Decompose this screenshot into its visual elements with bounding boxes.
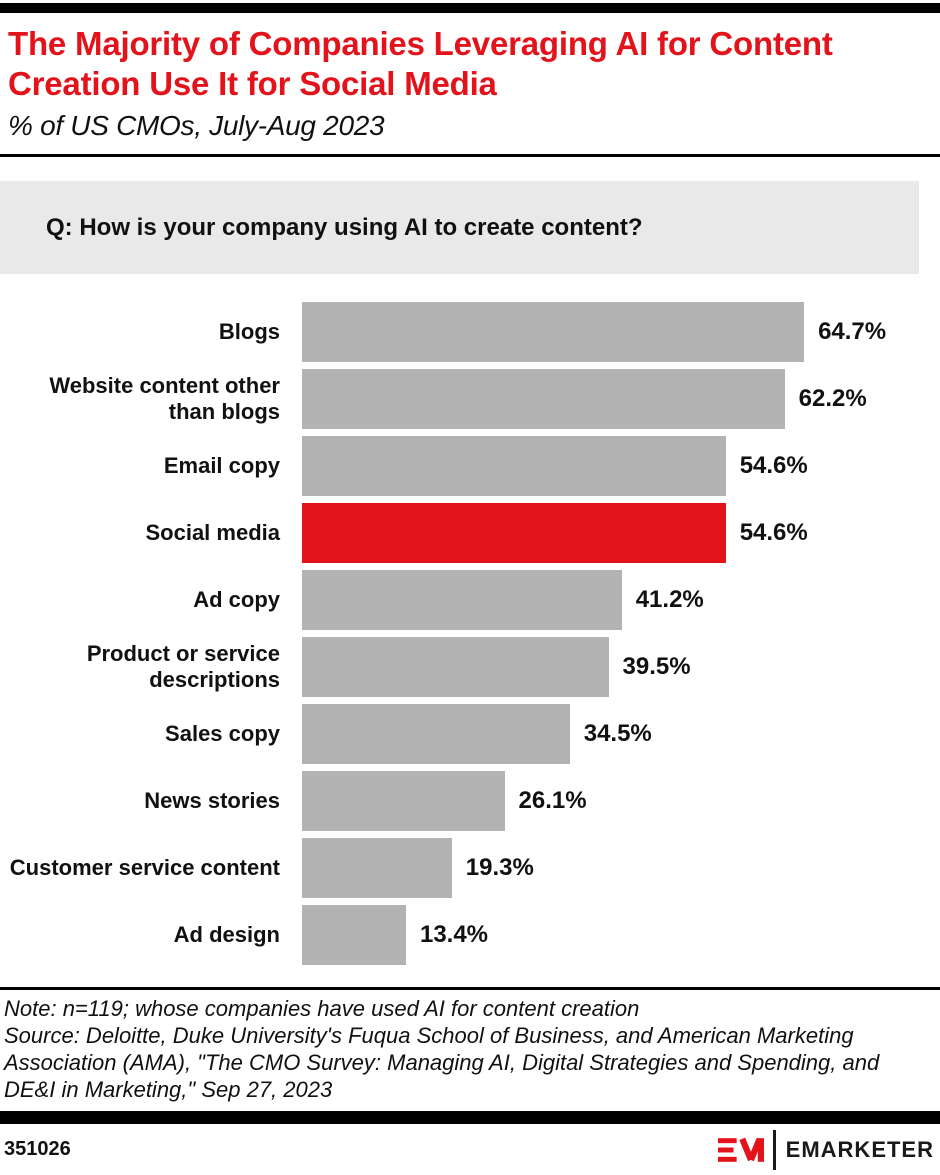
header: The Majority of Companies Leveraging AI … bbox=[0, 13, 940, 142]
footnote-rule bbox=[0, 987, 940, 991]
bar-value: 64.7% bbox=[818, 318, 887, 346]
bar-label: Customer service content bbox=[9, 855, 280, 881]
chart-id: 351026 bbox=[4, 1138, 71, 1160]
bar bbox=[302, 838, 452, 899]
bar-highlighted bbox=[302, 503, 726, 564]
bar-label: Sales copy bbox=[165, 721, 280, 747]
bar-label: Email copy bbox=[163, 453, 280, 479]
bar bbox=[302, 369, 785, 430]
bar-label: Ad copy bbox=[193, 587, 280, 613]
footnote: Note: n=119; whose companies have used A… bbox=[0, 990, 930, 1103]
bar-value: 19.3% bbox=[465, 854, 534, 882]
bar-label: Website content other than blogs bbox=[49, 373, 280, 425]
top-rule bbox=[0, 3, 940, 13]
bar bbox=[302, 637, 609, 698]
footer-rule bbox=[0, 1111, 940, 1124]
chart-subtitle: % of US CMOs, July-Aug 2023 bbox=[8, 110, 385, 142]
em-monogram-icon bbox=[717, 1137, 764, 1162]
bar-label: Product or service descriptions bbox=[86, 641, 280, 693]
chart-row: News stories 26.1% bbox=[0, 771, 940, 832]
bar bbox=[302, 905, 406, 966]
source-text: Source: Deloitte, Duke University's Fuqu… bbox=[4, 1023, 880, 1103]
bar bbox=[302, 704, 570, 765]
emarketer-wordmark: EMARKETER bbox=[785, 1136, 934, 1162]
bar-value: 54.6% bbox=[739, 452, 808, 480]
bar bbox=[302, 771, 505, 832]
bar-value: 26.1% bbox=[518, 787, 587, 815]
chart-row: Social media 54.6% bbox=[0, 503, 940, 564]
chart-title: The Majority of Companies Leveraging AI … bbox=[8, 25, 833, 102]
logo-divider bbox=[772, 1129, 776, 1170]
bar-value: 41.2% bbox=[635, 586, 704, 614]
chart-row: Email copy 54.6% bbox=[0, 436, 940, 497]
chart-row: Ad copy 41.2% bbox=[0, 570, 940, 631]
bar-label: Ad design bbox=[173, 922, 280, 948]
bar-chart: Blogs 64.7% Website content other than blo… bbox=[0, 302, 940, 966]
bar-value: 54.6% bbox=[739, 519, 808, 547]
footer: 351026 EMARKETER bbox=[0, 1124, 940, 1175]
chart-row: Ad design 13.4% bbox=[0, 905, 940, 966]
bar-label: Social media bbox=[145, 520, 280, 546]
note-text: Note: n=119; whose companies have used A… bbox=[4, 996, 640, 1022]
bar-value: 39.5% bbox=[622, 653, 691, 681]
bar-value: 13.4% bbox=[419, 921, 489, 949]
chart-row: Product or service descriptions 39.5% bbox=[0, 637, 940, 698]
emarketer-logo: EMARKETER bbox=[717, 1129, 934, 1170]
bar-label: Blogs bbox=[218, 319, 280, 345]
bar-value: 62.2% bbox=[798, 385, 867, 413]
chart-row: Blogs 64.7% bbox=[0, 302, 940, 363]
chart-row: Sales copy 34.5% bbox=[0, 704, 940, 765]
header-rule bbox=[0, 154, 940, 158]
bar bbox=[302, 302, 805, 363]
bar bbox=[302, 436, 726, 497]
survey-question-banner: Q: How is your company using AI to creat… bbox=[0, 181, 919, 275]
chart-row: Customer service content 19.3% bbox=[0, 838, 940, 899]
survey-question-text: Q: How is your company using AI to creat… bbox=[46, 213, 643, 241]
chart-row: Website content other than blogs 62.2% bbox=[0, 369, 940, 430]
bar-value: 34.5% bbox=[583, 720, 652, 748]
bar-label: News stories bbox=[144, 788, 280, 814]
bar bbox=[302, 570, 622, 631]
